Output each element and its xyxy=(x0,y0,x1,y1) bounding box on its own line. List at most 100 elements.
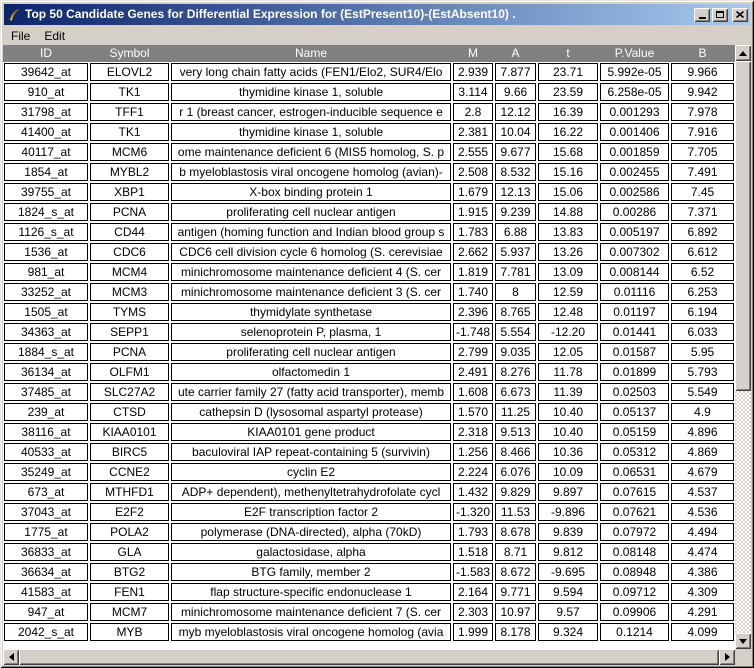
table-cell[interactable]: 8.466 xyxy=(495,443,536,461)
table-row[interactable]: 40533_at BIRC5 baculoviral IAP repeat-cont… xyxy=(3,443,735,461)
table-cell[interactable]: 14.88 xyxy=(538,203,598,221)
close-button[interactable] xyxy=(732,7,748,22)
table-cell[interactable]: 7.45 xyxy=(671,183,734,201)
table-row[interactable]: 39755_at XBP1 X-box binding protein 1 1.679… xyxy=(3,183,735,201)
table-cell[interactable]: cyclin E2 xyxy=(171,463,451,481)
table-cell[interactable]: FEN1 xyxy=(90,583,169,601)
table-cell[interactable]: galactosidase, alpha xyxy=(171,543,451,561)
table-cell[interactable]: -1.320 xyxy=(453,503,493,521)
table-cell[interactable]: thymidine kinase 1, soluble xyxy=(171,123,451,141)
table-cell[interactable]: 4.386 xyxy=(671,563,734,581)
table-cell[interactable]: GLA xyxy=(90,543,169,561)
table-cell[interactable]: selenoprotein P, plasma, 1 xyxy=(171,323,451,341)
table-cell[interactable]: 9.324 xyxy=(538,623,598,641)
table-cell[interactable]: 13.09 xyxy=(538,263,598,281)
table-cell[interactable]: 0.05159 xyxy=(600,423,669,441)
table-cell[interactable]: minichromosome maintenance deficient 4 (… xyxy=(171,263,451,281)
table-cell[interactable]: 35249_at xyxy=(4,463,88,481)
table-cell[interactable]: 12.12 xyxy=(495,103,536,121)
table-cell[interactable]: 8 xyxy=(495,283,536,301)
table-cell[interactable]: TYMS xyxy=(90,303,169,321)
table-cell[interactable]: 1.819 xyxy=(453,263,493,281)
table-cell[interactable]: CDC6 cell division cycle 6 homolog (S. c… xyxy=(171,243,451,261)
table-row[interactable]: 910_at TK1 thymidine kinase 1, soluble 3.11… xyxy=(3,83,735,101)
table-cell[interactable]: polymerase (DNA-directed), alpha (70kD) xyxy=(171,523,451,541)
table-cell[interactable]: 41400_at xyxy=(4,123,88,141)
vertical-scroll-thumb[interactable] xyxy=(735,61,751,391)
table-cell[interactable]: 41583_at xyxy=(4,583,88,601)
table-cell[interactable]: 9.839 xyxy=(538,523,598,541)
table-cell[interactable]: CTSD xyxy=(90,403,169,421)
table-cell[interactable]: 2.508 xyxy=(453,163,493,181)
table-cell[interactable]: 23.59 xyxy=(538,83,598,101)
table-cell[interactable]: 0.1214 xyxy=(600,623,669,641)
table-cell[interactable]: 1.783 xyxy=(453,223,493,241)
table-cell[interactable]: 8.765 xyxy=(495,303,536,321)
table-cell[interactable]: PCNA xyxy=(90,343,169,361)
table-cell[interactable]: 9.812 xyxy=(538,543,598,561)
table-cell[interactable]: 1.432 xyxy=(453,483,493,501)
table-cell[interactable]: cathepsin D (lysosomal aspartyl protease… xyxy=(171,403,451,421)
table-cell[interactable]: 39642_at xyxy=(4,63,88,81)
table-cell[interactable]: 4.537 xyxy=(671,483,734,501)
menu-item-file[interactable]: File xyxy=(11,28,31,43)
table-cell[interactable]: 8.672 xyxy=(495,563,536,581)
table-cell[interactable]: 0.01197 xyxy=(600,303,669,321)
table-cell[interactable]: PCNA xyxy=(90,203,169,221)
table-cell[interactable]: 6.253 xyxy=(671,283,734,301)
maximize-button[interactable] xyxy=(712,7,728,22)
table-cell[interactable]: SLC27A2 xyxy=(90,383,169,401)
table-cell[interactable]: 0.002586 xyxy=(600,183,669,201)
table-cell[interactable]: 31798_at xyxy=(4,103,88,121)
table-cell[interactable]: 9.897 xyxy=(538,483,598,501)
table-cell[interactable]: 6.033 xyxy=(671,323,734,341)
table-cell[interactable]: 0.02503 xyxy=(600,383,669,401)
table-cell[interactable]: 7.491 xyxy=(671,163,734,181)
table-cell[interactable]: 7.916 xyxy=(671,123,734,141)
table-cell[interactable]: 0.01116 xyxy=(600,283,669,301)
table-cell[interactable]: 0.001293 xyxy=(600,103,669,121)
table-cell[interactable]: 0.001859 xyxy=(600,143,669,161)
table-cell[interactable]: 23.71 xyxy=(538,63,598,81)
table-cell[interactable]: 0.05312 xyxy=(600,443,669,461)
table-row[interactable]: 35249_at CCNE2 cyclin E2 2.224 6.076 10.09 0.0… xyxy=(3,463,735,481)
table-cell[interactable]: r 1 (breast cancer, estrogen-inducible s… xyxy=(171,103,451,121)
table-cell[interactable]: 2.318 xyxy=(453,423,493,441)
table-cell[interactable]: 2.555 xyxy=(453,143,493,161)
table-cell[interactable]: 9.829 xyxy=(495,483,536,501)
table-cell[interactable]: 15.06 xyxy=(538,183,598,201)
table-cell[interactable]: 1.518 xyxy=(453,543,493,561)
table-cell[interactable]: 5.95 xyxy=(671,343,734,361)
table-row[interactable]: 2042_s_at MYB myb myeloblastosis viral onc… xyxy=(3,623,735,641)
table-cell[interactable]: TFF1 xyxy=(90,103,169,121)
table-cell[interactable]: 1.915 xyxy=(453,203,493,221)
table-cell[interactable]: 1775_at xyxy=(4,523,88,541)
table-cell[interactable]: BIRC5 xyxy=(90,443,169,461)
table-cell[interactable]: 0.07621 xyxy=(600,503,669,521)
table-cell[interactable]: 0.07972 xyxy=(600,523,669,541)
table-row[interactable]: 1775_at POLA2 polymerase (DNA-directed), a… xyxy=(3,523,735,541)
table-cell[interactable]: 10.04 xyxy=(495,123,536,141)
table-cell[interactable]: 34363_at xyxy=(4,323,88,341)
table-cell[interactable]: ute carrier family 27 (fatty acid transp… xyxy=(171,383,451,401)
table-cell[interactable]: 11.53 xyxy=(495,503,536,521)
table-cell[interactable]: 2.491 xyxy=(453,363,493,381)
table-cell[interactable]: 0.08948 xyxy=(600,563,669,581)
table-row[interactable]: 947_at MCM7 minichromosome maintenance def… xyxy=(3,603,735,621)
table-row[interactable]: 34363_at SEPP1 selenoprotein P, plasma, 1-… xyxy=(3,323,735,341)
table-cell[interactable]: TK1 xyxy=(90,123,169,141)
table-cell[interactable]: 4.291 xyxy=(671,603,734,621)
table-cell[interactable]: 38116_at xyxy=(4,423,88,441)
table-cell[interactable]: 0.001406 xyxy=(600,123,669,141)
table-cell[interactable]: 0.01441 xyxy=(600,323,669,341)
table-cell[interactable]: KIAA0101 xyxy=(90,423,169,441)
table-cell[interactable]: 9.57 xyxy=(538,603,598,621)
table-cell[interactable]: 10.36 xyxy=(538,443,598,461)
table-cell[interactable]: flap structure-specific endonuclease 1 xyxy=(171,583,451,601)
table-cell[interactable]: 10.40 xyxy=(538,403,598,421)
table-cell[interactable]: -9.695 xyxy=(538,563,598,581)
vertical-scroll-track[interactable] xyxy=(735,391,751,633)
table-cell[interactable]: 2.303 xyxy=(453,603,493,621)
table-cell[interactable]: myb myeloblastosis viral oncogene homolo… xyxy=(171,623,451,641)
table-cell[interactable]: 9.035 xyxy=(495,343,536,361)
